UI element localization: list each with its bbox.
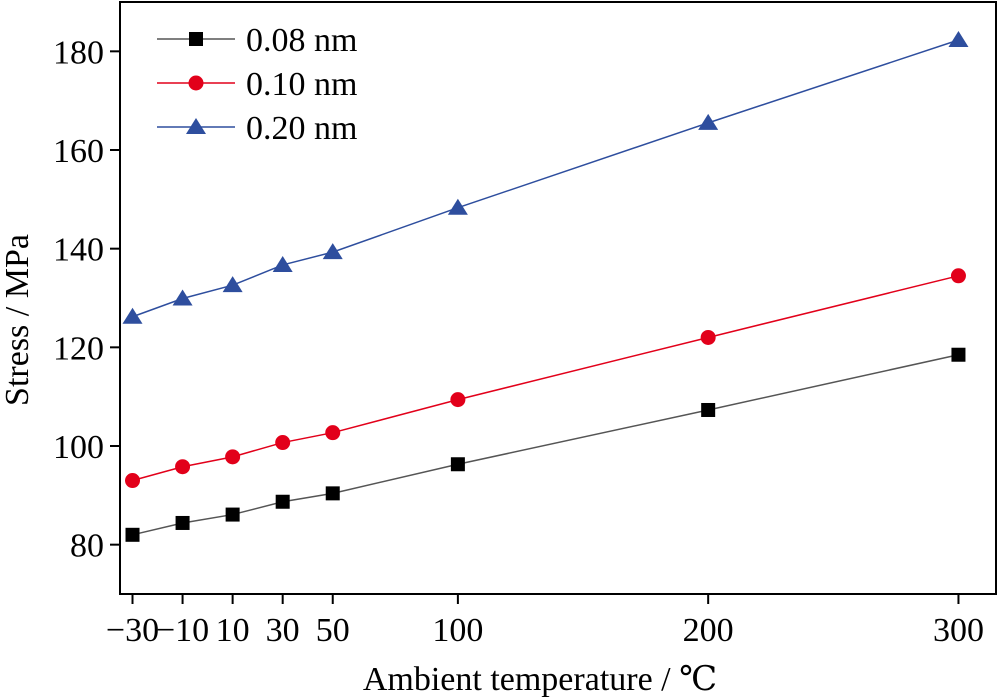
- x-axis-title: Ambient temperature / ℃: [363, 661, 717, 698]
- data-point: [698, 113, 719, 130]
- y-tick-label: 140: [53, 232, 104, 269]
- legend-label: 0.20 nm: [246, 110, 357, 147]
- data-point: [125, 527, 140, 542]
- data-point: [175, 515, 190, 530]
- data-point: [175, 459, 191, 475]
- x-tick-label: −30: [106, 612, 159, 649]
- series-triangle: [122, 30, 969, 324]
- data-point: [225, 507, 240, 522]
- y-axis-ticks: 80 100 120 140 160 180: [53, 34, 120, 565]
- legend-marker: [189, 32, 203, 46]
- legend-label: 0.08 nm: [246, 22, 357, 59]
- legend-marker: [186, 118, 206, 134]
- data-point: [701, 402, 716, 417]
- data-point: [222, 276, 243, 293]
- y-tick-label: 160: [53, 133, 104, 170]
- x-tick-label: 100: [432, 612, 483, 649]
- data-point: [125, 473, 141, 489]
- y-tick-label: 80: [70, 528, 104, 565]
- x-tick-label: −10: [156, 612, 209, 649]
- series-line: [132, 354, 959, 536]
- series-square: [125, 347, 966, 542]
- data-point: [450, 392, 466, 408]
- series-layer: [122, 30, 969, 542]
- data-point: [275, 494, 290, 509]
- series-line: [132, 39, 959, 318]
- legend-marker: [188, 75, 204, 91]
- data-point: [272, 255, 293, 272]
- y-axis-title: Stress / MPa: [0, 234, 36, 406]
- data-point: [325, 425, 341, 441]
- data-point: [325, 486, 340, 501]
- data-point: [447, 198, 468, 215]
- data-point: [948, 30, 969, 47]
- data-point: [122, 307, 143, 324]
- y-tick-label: 180: [53, 34, 104, 71]
- x-tick-label: 10: [216, 612, 250, 649]
- x-axis-ticks: −30−10 10 30 50 100 200 300: [106, 594, 984, 649]
- data-point: [951, 347, 966, 362]
- legend: 0.08 nm 0.10 nm 0.20 nm: [157, 22, 357, 147]
- series-circle: [125, 268, 966, 489]
- x-tick-label: 50: [316, 612, 350, 649]
- data-point: [172, 289, 193, 306]
- data-point: [275, 435, 291, 451]
- legend-item: 0.10 nm: [157, 66, 357, 103]
- series-line: [132, 275, 959, 482]
- x-tick-label: 30: [266, 612, 300, 649]
- data-point: [450, 457, 465, 472]
- legend-label: 0.10 nm: [246, 66, 357, 103]
- x-tick-label: 300: [933, 612, 984, 649]
- data-point: [700, 329, 716, 345]
- data-point: [225, 449, 241, 465]
- data-point: [322, 243, 343, 260]
- legend-item: 0.08 nm: [157, 22, 357, 59]
- x-tick-label: 200: [683, 612, 734, 649]
- legend-item: 0.20 nm: [157, 110, 357, 147]
- y-tick-label: 100: [53, 429, 104, 466]
- y-tick-label: 120: [53, 330, 104, 367]
- data-point: [950, 268, 966, 284]
- plot-frame: [119, 1, 997, 595]
